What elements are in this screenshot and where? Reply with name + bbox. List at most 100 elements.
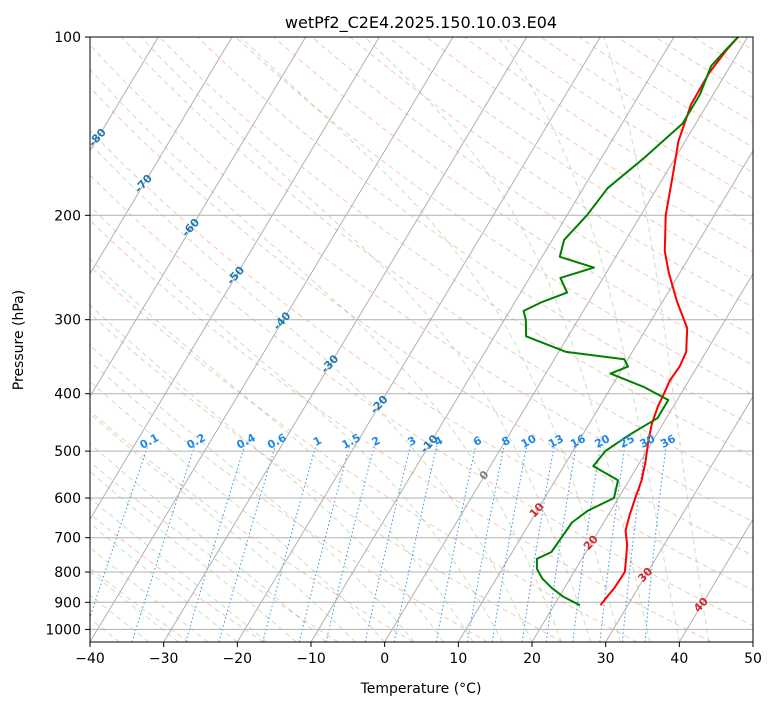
x-tick-label: −30 [149, 651, 179, 667]
dry-adiabat [349, 37, 753, 308]
x-tick-label: 10 [449, 651, 467, 667]
x-tick-label: −40 [75, 651, 105, 667]
y-tick-label: 100 [54, 30, 81, 46]
mixing-ratio-line [491, 445, 528, 642]
isotherm-gridline [531, 272, 753, 642]
isotherm-gridline [678, 518, 753, 642]
isotherm-gridline [457, 149, 753, 642]
moist-adiabat [90, 497, 268, 642]
isotherm-gridline [163, 37, 528, 642]
moist-adiabat [90, 443, 327, 642]
mixing-ratio-label: 13 [546, 432, 566, 451]
mixing-ratio-line [435, 445, 477, 642]
y-axis-title: Pressure (hPa) [11, 290, 27, 390]
isotherm-gridline [90, 37, 233, 275]
dry-adiabat [90, 43, 753, 523]
mixing-ratio-line [599, 445, 626, 642]
moist-adiabat [603, 37, 710, 642]
chart-title: wetPf2_C2E4.2025.150.10.03.E04 [285, 13, 557, 33]
dry-adiabat [90, 461, 339, 642]
y-tick-label: 400 [54, 387, 81, 403]
moist-adiabat [90, 142, 533, 642]
y-tick-label: 200 [54, 208, 81, 224]
mixing-ratio-line [90, 445, 149, 619]
moist-adiabat [90, 547, 209, 642]
mixing-ratio-line [185, 445, 245, 642]
dry-adiabat [90, 219, 712, 642]
moist-adiabat [90, 522, 238, 642]
isotherm-gridline [384, 37, 749, 642]
dry-adiabat [90, 312, 563, 642]
moist-adiabat [90, 258, 474, 642]
moist-adiabat [90, 304, 444, 642]
y-tick-label: 700 [54, 531, 81, 547]
mixing-ratio-label: 10 [519, 432, 539, 451]
moist-adiabat [90, 205, 503, 642]
mixing-ratio-line [467, 445, 505, 642]
y-tick-label: 300 [54, 313, 81, 329]
mixing-ratio-line [621, 445, 646, 642]
mixing-ratio-line [364, 445, 411, 642]
moist-adiabat [90, 413, 356, 642]
moist-adiabat [90, 68, 562, 642]
moist-adiabat [497, 37, 680, 642]
y-tick-label: 1000 [45, 622, 81, 638]
mixing-ratio-line [131, 445, 196, 642]
moist-adiabat [240, 37, 621, 642]
mixing-ratio-label: 16 [568, 432, 588, 451]
dry-adiabat [90, 130, 753, 591]
mixing-ratio-line [572, 445, 601, 642]
dry-adiabat [90, 513, 264, 642]
moist-adiabat [140, 37, 592, 642]
mixing-ratio-line [545, 445, 577, 642]
x-tick-label: −20 [223, 651, 253, 667]
pressure-gridlines [90, 37, 753, 630]
x-tick-label: 30 [597, 651, 615, 667]
y-tick-label: 600 [54, 491, 81, 507]
x-tick-label: 40 [670, 651, 688, 667]
mixing-ratio-lines [90, 445, 667, 642]
isotherm-gridline [605, 395, 753, 642]
y-tick-label: 800 [54, 565, 81, 581]
x-tick-label: 0 [380, 651, 389, 667]
plot-frame [89, 36, 754, 643]
mixing-ratio-line [298, 445, 350, 642]
moist-adiabat [90, 471, 297, 642]
isotherm-gridlines [90, 37, 753, 642]
dry-adiabat [120, 37, 753, 490]
x-tick-label: 20 [523, 651, 541, 667]
mixing-ratio-line [644, 445, 667, 642]
dewpoint-line [522, 37, 739, 607]
moist-adiabats [90, 37, 710, 642]
mixing-ratio-line [521, 445, 555, 642]
isotherm-gridline [90, 37, 159, 152]
mixing-ratio-label: 30 [638, 432, 658, 451]
x-axis-title: Temperature (°C) [360, 681, 482, 697]
mixing-ratio-line [325, 445, 375, 642]
x-tick-label: 50 [744, 651, 762, 667]
dry-adiabat [197, 37, 753, 427]
x-axis: −40 −30 −20 −10 0 10 20 30 40 50 [75, 642, 762, 667]
y-tick-label: 500 [54, 444, 81, 460]
isotherm-gridline [90, 37, 307, 398]
moist-adiabat [90, 344, 415, 642]
isotherm-gridline [90, 37, 380, 521]
mixing-ratio-label: 20 [592, 432, 612, 451]
temperature-line [599, 37, 739, 606]
x-tick-label: −10 [296, 651, 326, 667]
plot-background [90, 37, 753, 642]
mixing-ratio-label: 25 [617, 432, 637, 451]
y-tick-label: 900 [54, 595, 81, 611]
isotherm-gridline [90, 37, 454, 642]
isotherm-gridline [236, 37, 601, 642]
dry-adiabat [158, 37, 753, 458]
dry-adiabat [90, 174, 753, 627]
dry-adiabat [90, 360, 488, 642]
mixing-ratio-line [262, 445, 317, 642]
profile-series [522, 37, 739, 607]
dry-adiabat [90, 265, 638, 642]
moist-adiabat [90, 380, 386, 642]
moist-adiabat [90, 570, 179, 642]
y-axis: 100 200 300 400 500 600 700 800 900 1000 [45, 30, 90, 638]
